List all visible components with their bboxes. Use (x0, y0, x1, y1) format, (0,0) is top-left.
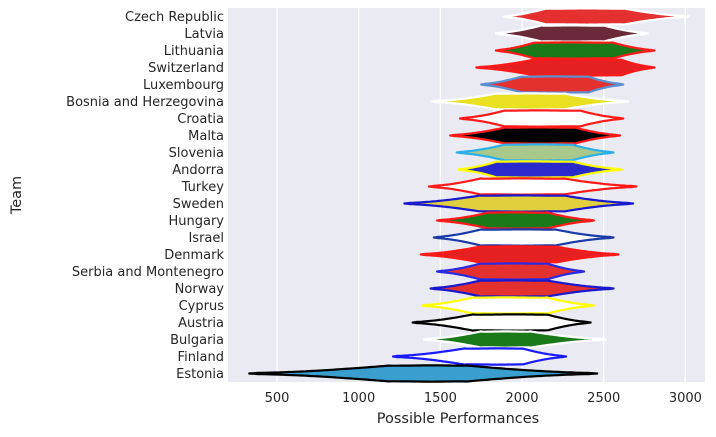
violin-slovenia (455, 143, 615, 162)
x-axis-title: Possible Performances (377, 411, 539, 427)
x-tick-label: 2000 (505, 391, 538, 406)
y-tick-label: Estonia (176, 367, 224, 382)
y-tick-labels: Czech Republic Latvia Lithuania Switzerland… (66, 10, 224, 382)
x-tick-label: 2500 (587, 391, 620, 406)
y-tick-label: Malta (188, 129, 224, 144)
violin-latvia (494, 24, 649, 43)
x-tick-label: 500 (265, 391, 290, 406)
violin-switzerland (475, 58, 656, 77)
violin-cyprus (421, 296, 595, 315)
y-tick-label: Turkey (181, 180, 225, 195)
y-tick-label: Andorra (172, 163, 224, 178)
violin-denmark (419, 245, 620, 264)
y-axis-title: Team (9, 176, 25, 215)
y-tick-label: Bosnia and Herzegovina (66, 95, 224, 110)
x-tick-labels: 500 1000 1500 2000 2500 3000 (265, 391, 702, 406)
violins (248, 7, 690, 383)
y-tick-label: Finland (178, 350, 224, 365)
violin-bulgaria (422, 330, 607, 349)
y-tick-label: Austria (178, 316, 224, 331)
violin-estonia (248, 364, 599, 383)
violin-hungary (436, 211, 595, 230)
y-tick-label: Israel (188, 231, 224, 246)
y-tick-label: Hungary (168, 214, 224, 229)
y-tick-label: Denmark (164, 248, 224, 263)
y-tick-label: Bulgaria (170, 333, 224, 348)
y-tick-label: Switzerland (148, 61, 224, 76)
x-tick-label: 1500 (424, 391, 457, 406)
violin-sweden (403, 194, 635, 213)
violin-finland (391, 347, 568, 366)
x-tick-label: 3000 (669, 391, 702, 406)
y-tick-label: Sweden (173, 197, 224, 212)
y-tick-label: Latvia (184, 27, 224, 42)
violin-austria (411, 313, 592, 332)
y-tick-label: Cyprus (179, 299, 225, 314)
violin-turkey (427, 177, 638, 196)
x-tick-label: 1000 (342, 391, 375, 406)
violin-serbia-and-montenegro (436, 262, 586, 281)
violin-malta (449, 126, 622, 145)
y-tick-label: Serbia and Montenegro (72, 265, 224, 280)
violin-israel (432, 228, 615, 247)
violin-croatia (458, 109, 625, 128)
y-tick-label: Slovenia (169, 146, 224, 161)
y-tick-label: Lithuania (164, 44, 224, 59)
violin-bosnia-and-herzegovina (431, 92, 630, 111)
y-tick-label: Norway (175, 282, 225, 297)
y-tick-label: Croatia (177, 112, 224, 127)
y-tick-label: Czech Republic (125, 10, 224, 25)
y-tick-label: Luxembourg (143, 78, 224, 93)
